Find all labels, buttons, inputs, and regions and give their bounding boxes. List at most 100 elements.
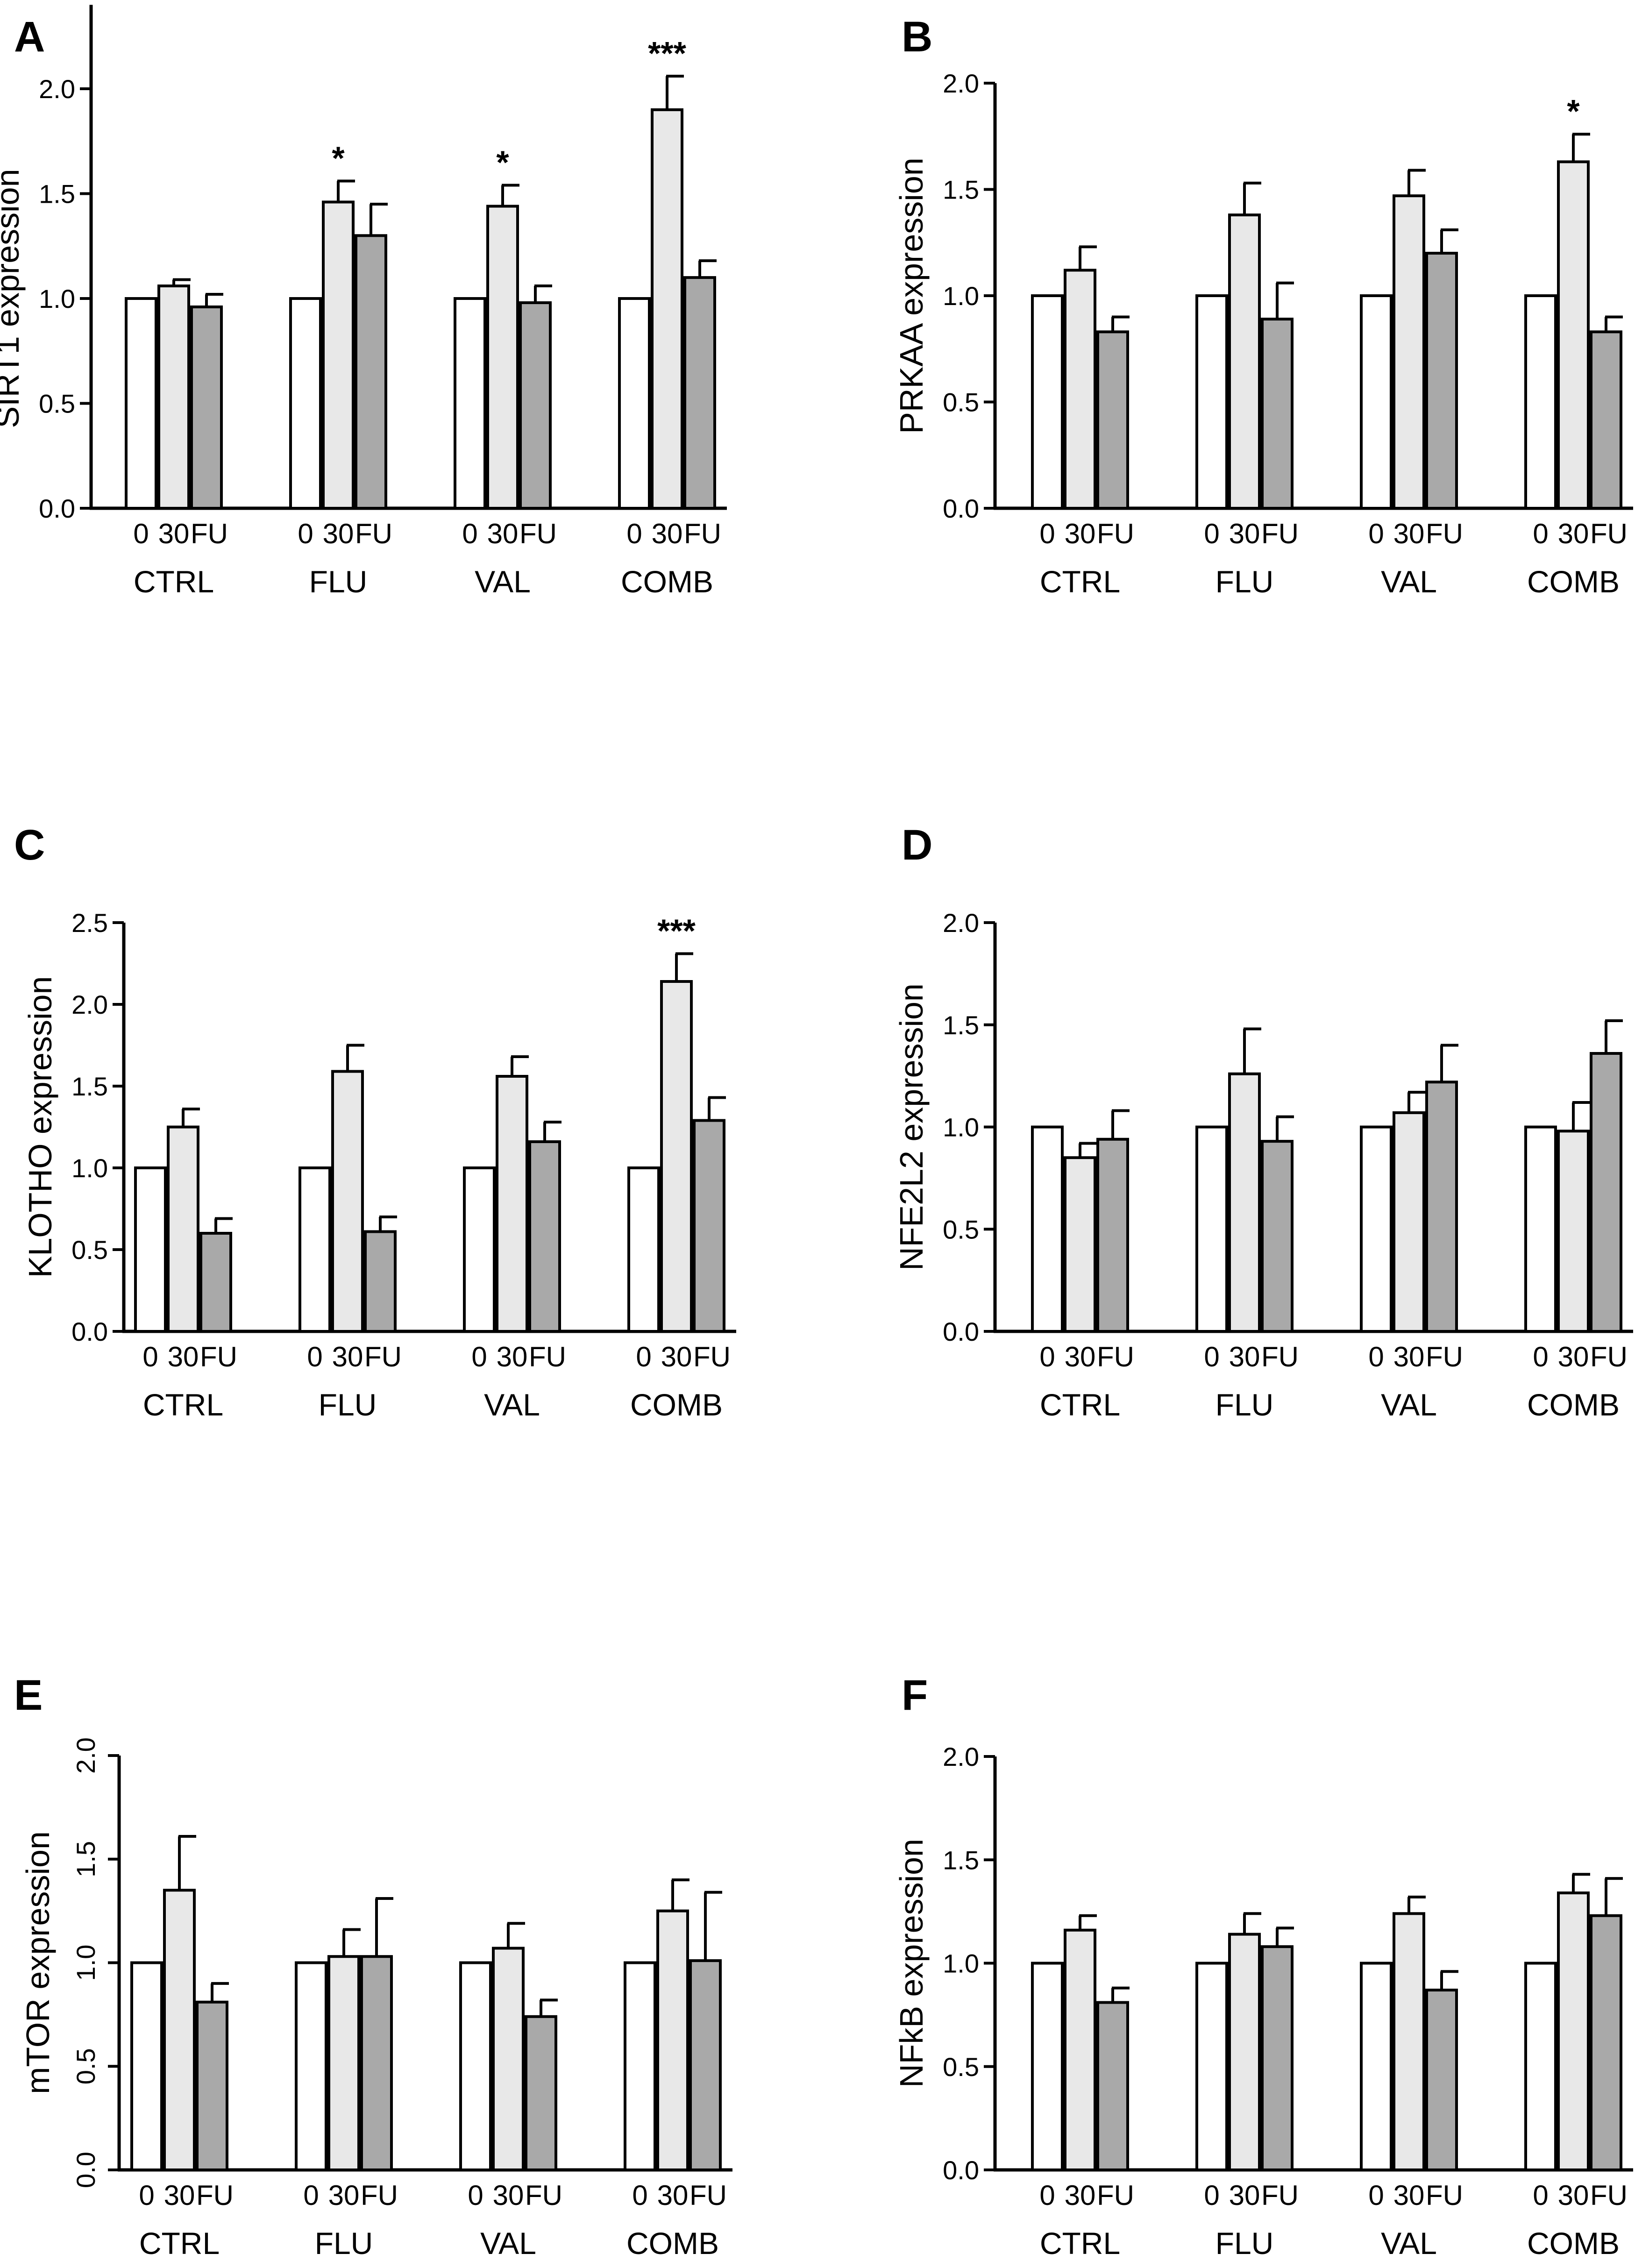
y-tick-label: 1.5 [71,1072,108,1101]
x-group-label: FLU [1216,564,1274,599]
y-tick-label: 2.0 [943,908,979,938]
bar-flu-fu [360,1955,393,2171]
x-timepoint-label: 0 [632,2180,647,2211]
y-tick-label: 0.0 [943,2155,979,2185]
bar-comb-30 [1557,1891,1590,2172]
y-tick-label: 1.0 [71,1945,100,1981]
x-group-label: FLU [1216,1387,1274,1422]
bar-ctrl-0 [1031,1125,1064,1333]
significance-marker: *** [648,35,686,71]
x-timepoint-label: FU [1097,518,1134,549]
bar-ctrl-30 [1064,1928,1096,2172]
y-tick-label: 1.0 [943,1113,979,1142]
bar-ctrl-30 [1064,269,1096,510]
x-timepoint-label: 0 [142,1341,158,1372]
x-timepoint-label: FU [196,2180,234,2211]
bar-val-0 [1360,1125,1393,1333]
x-timepoint-label: FU [1426,1341,1463,1372]
x-timepoint-label: 30 [1065,1341,1096,1372]
x-timepoint-label: FU [1261,2180,1299,2211]
bar-comb-30 [1557,160,1590,510]
bar-comb-0 [627,1166,660,1333]
x-timepoint-label: 30 [1393,518,1425,549]
bar-val-30 [1393,194,1425,510]
bar-ctrl-30 [163,1889,196,2171]
x-timepoint-label: 0 [303,2180,319,2211]
significance-marker: * [496,144,509,181]
x-timepoint-label: FU [200,1341,237,1372]
x-group-label: VAL [1381,2226,1437,2261]
bar-val-0 [1360,294,1393,510]
x-timepoint-label: 30 [1229,2180,1260,2211]
x-timepoint-label: 30 [1393,1341,1425,1372]
bar-ctrl-fu [190,305,223,510]
x-timepoint-label: FU [519,518,557,549]
x-timepoint-label: 30 [332,1341,363,1372]
panel-label: A [14,13,45,61]
y-axis-label: NFE2L2 expression [893,983,930,1271]
y-tick-label: 0.5 [943,1215,979,1244]
x-timepoint-label: FU [191,518,228,549]
bar-val-30 [486,205,519,510]
significance-marker: *** [657,913,696,949]
bar-comb-30 [1557,1130,1590,1333]
panel-label: C [14,821,45,869]
y-tick-label: 0.0 [39,494,75,523]
x-timepoint-label: 30 [1065,518,1096,549]
x-timepoint-label: FU [525,2180,562,2211]
y-tick-label: 0.0 [71,1317,108,1346]
x-timepoint-label: FU [364,1341,402,1372]
bar-comb-0 [624,1961,656,2171]
bar-comb-fu [1590,1914,1622,2172]
bar-ctrl-fu [1096,2001,1129,2172]
x-timepoint-label: 30 [1229,518,1260,549]
x-group-label: COMB [630,1387,723,1422]
bar-comb-fu [693,1119,725,1333]
y-tick-label: 1.5 [39,179,75,209]
y-tick-label: 2.0 [943,69,979,98]
x-group-label: VAL [1381,564,1437,599]
bar-val-0 [454,297,486,510]
bar-flu-0 [1195,294,1228,510]
bar-comb-30 [651,108,683,510]
x-timepoint-label: FU [1261,1341,1299,1372]
x-timepoint-label: 0 [626,518,642,549]
x-group-label: VAL [484,1387,540,1422]
bar-val-fu [528,1140,561,1333]
x-timepoint-label: 0 [298,518,313,549]
bar-val-0 [463,1166,496,1333]
x-group-label: FLU [309,564,368,599]
x-timepoint-label: FU [689,2180,727,2211]
x-timepoint-label: 0 [1039,2180,1055,2211]
bar-flu-0 [299,1166,331,1333]
x-timepoint-label: 30 [1065,2180,1096,2211]
x-group-label: VAL [480,2226,536,2261]
x-timepoint-label: 30 [1558,1341,1589,1372]
x-group-label: COMB [626,2226,719,2261]
bar-flu-0 [295,1961,327,2171]
x-timepoint-label: 0 [636,1341,651,1372]
y-tick-label: 1.5 [71,1841,100,1877]
x-timepoint-label: 30 [1558,2180,1589,2211]
x-timepoint-label: 30 [493,2180,524,2211]
x-timepoint-label: 30 [1393,2180,1425,2211]
x-timepoint-label: 0 [1533,2180,1548,2211]
bar-val-30 [1393,1912,1425,2171]
y-tick-label: 0.0 [71,2152,100,2188]
x-group-label: FLU [315,2226,373,2261]
x-timepoint-label: FU [1097,1341,1134,1372]
bar-ctrl-fu [1096,330,1129,510]
y-axis-label: NFkB expression [893,1839,930,2088]
bar-flu-30 [322,200,355,510]
x-timepoint-label: 30 [657,2180,689,2211]
x-timepoint-label: 0 [1533,518,1548,549]
x-timepoint-label: FU [1590,1341,1628,1372]
bar-flu-0 [1195,1962,1228,2171]
bar-flu-fu [355,234,387,510]
x-group-label: CTRL [1040,1387,1120,1422]
bar-comb-fu [1590,1052,1622,1333]
x-timepoint-label: 0 [133,518,149,549]
